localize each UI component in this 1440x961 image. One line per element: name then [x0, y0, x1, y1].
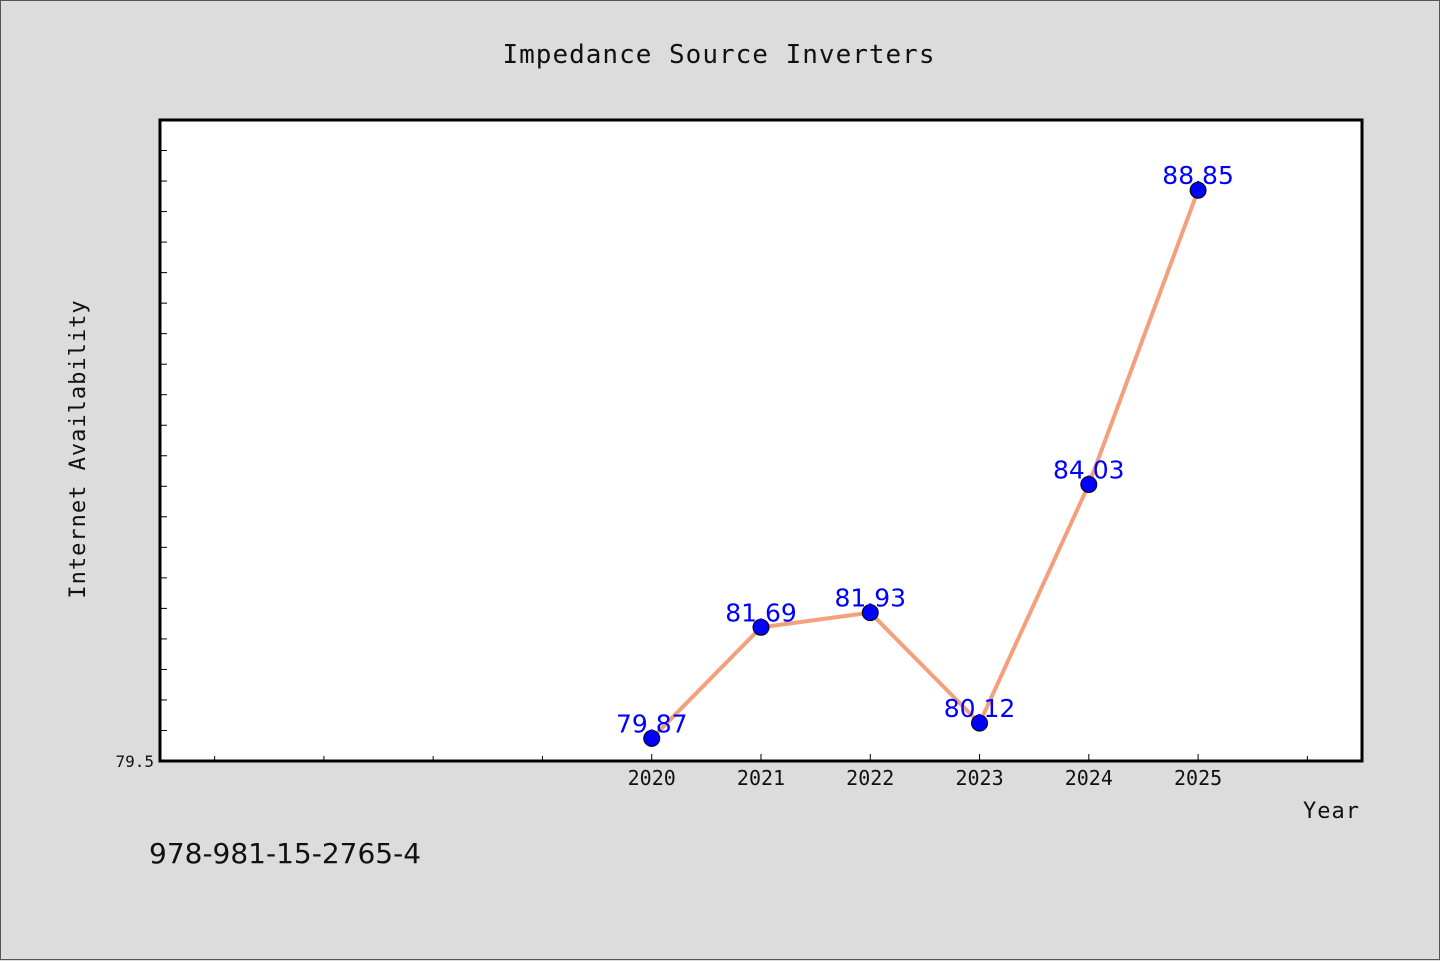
data-point: [1080, 475, 1098, 493]
data-point: [971, 714, 989, 732]
y-axis-ticks: [160, 150, 167, 731]
x-tick-label: 2024: [1065, 766, 1113, 790]
data-point: [1189, 181, 1207, 199]
x-tick-label: 2022: [846, 766, 894, 790]
isbn-text: 978-981-15-2765-4: [149, 837, 421, 870]
data-label: 81.69: [725, 598, 797, 627]
x-tick-label: 2020: [628, 766, 676, 790]
plot-area: [158, 118, 1364, 763]
x-tick-label: 2023: [955, 766, 1003, 790]
series-layer: 79.87 81.69 81.93 80.12 84.03 88.85: [616, 161, 1234, 747]
x-tick-label: 2025: [1174, 766, 1222, 790]
data-label: 81.93: [834, 584, 906, 613]
chart-title: Impedance Source Inverters: [503, 40, 936, 70]
data-point: [861, 604, 879, 622]
x-axis-label: Year: [1303, 799, 1360, 824]
x-tick-label: 2021: [737, 766, 785, 790]
data-label: 80.12: [944, 694, 1016, 723]
x-axis-ticks: [214, 754, 1308, 761]
data-label: 84.03: [1053, 455, 1125, 484]
y-tick-label: 79.5: [115, 752, 154, 771]
data-point: [643, 729, 661, 747]
data-label: 79.87: [616, 709, 688, 738]
series-line: [649, 188, 1201, 741]
data-label: 88.85: [1162, 161, 1234, 190]
x-tick-labels: 2020 2021 2022 2023 2024 2025: [628, 766, 1223, 790]
data-point: [752, 618, 770, 636]
y-axis-label: Internet Availability: [66, 299, 91, 598]
